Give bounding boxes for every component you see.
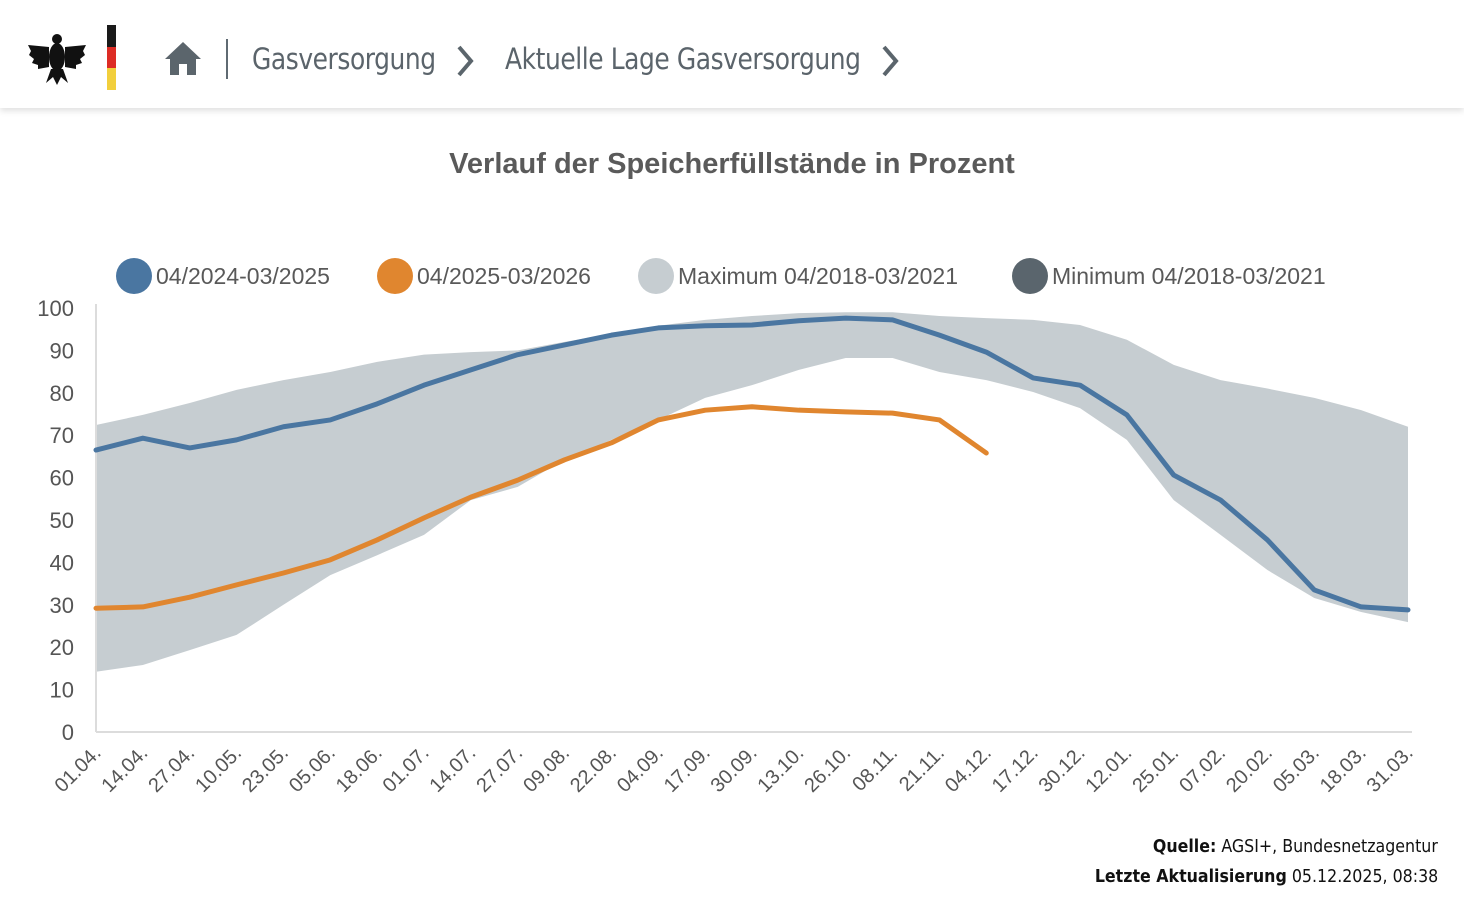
x-tick-label: 05.03. [1269,742,1324,797]
legend-item-maximum[interactable]: Maximum 04/2018-03/2021 [638,258,958,294]
x-tick-label: 21.11. [895,742,949,796]
max-min-range-band [96,312,1408,672]
breadcrumb-gasversorgung[interactable]: Gasversorgung [252,42,436,76]
source-label: Quelle: [1153,836,1217,857]
legend-label: Minimum 04/2018-03/2021 [1052,262,1326,289]
chart-legend: 04/2024-03/2025 04/2025-03/2026 Maximum … [0,258,1464,298]
legend-item-minimum[interactable]: Minimum 04/2018-03/2021 [1012,258,1326,294]
legend-label: 04/2024-03/2025 [156,262,330,289]
chevron-right-icon [457,45,474,77]
legend-marker [638,258,674,294]
breadcrumb-aktuelle-lage[interactable]: Aktuelle Lage Gasversorgung [505,42,861,76]
x-tick-label: 10.05. [191,742,246,797]
legend-marker [116,258,152,294]
source-value: AGSI+, Bundesnetzagentur [1221,836,1438,857]
x-tick-label: 20.02. [1222,742,1277,797]
x-tick-label: 25.01. [1128,742,1183,797]
legend-item-2025-2026[interactable]: 04/2025-03/2026 [377,258,591,294]
site-header: Gasversorgung Aktuelle Lage Gasversorgun… [0,0,1464,108]
x-tick-label: 30.09. [707,742,762,797]
legend-marker [377,258,413,294]
breadcrumb-divider [226,39,228,79]
german-flag-bar [107,25,116,90]
x-tick-label: 18.03. [1316,742,1371,797]
x-tick-label: 26.10. [800,742,855,797]
updated-label: Letzte Aktualisierung [1094,866,1287,887]
y-tick-label: 80 [50,381,74,406]
y-tick-label: 40 [50,550,74,575]
legend-marker [1012,258,1048,294]
series-line-04-2025-03-2026 [93,404,989,611]
x-tick-label: 04.09. [613,742,668,797]
x-tick-label: 17.09. [660,742,715,797]
series-line-04-2024-03-2025 [93,315,1411,613]
x-tick-label: 04.12. [941,742,996,797]
y-tick-label: 20 [50,635,74,660]
x-tick-label: 30.12. [1035,742,1090,797]
x-tick-label: 22.08. [566,742,621,797]
x-tick-label: 14.04. [98,742,153,797]
x-tick-label: 07.02. [1175,742,1230,797]
chevron-right-icon [882,45,899,77]
x-tick-label: 17.12. [988,742,1043,797]
x-tick-label: 09.08. [519,742,574,797]
source-note: Quelle: AGSI+, Bundesnetzagentur [1153,836,1438,857]
y-tick-label: 30 [50,593,74,618]
x-tick-label: 12.01. [1082,742,1137,797]
x-tick-label: 08.11. [848,742,902,796]
y-tick-label: 90 [50,338,74,363]
chart-title: Verlauf der Speicherfüllstände in Prozen… [449,148,1015,180]
y-tick-label: 60 [50,466,74,491]
x-tick-label: 18.06. [332,742,387,797]
y-tick-label: 50 [50,508,74,533]
x-tick-label: 05.06. [285,742,340,797]
updated-value: 05.12.2025, 08:38 [1291,866,1438,887]
legend-item-2024-2025[interactable]: 04/2024-03/2025 [116,258,330,294]
x-tick-label: 27.04. [144,742,199,797]
legend-label: 04/2025-03/2026 [417,262,591,289]
federal-eagle-logo[interactable] [26,27,88,87]
y-tick-label: 0 [62,720,74,745]
x-tick-label: 01.04. [51,742,106,797]
x-tick-label: 23.05. [238,742,293,797]
x-tick-label: 01.07. [379,742,434,797]
last-update-note: Letzte Aktualisierung 05.12.2025, 08:38 [1095,866,1438,887]
x-tick-label: 31.03. [1363,742,1418,797]
y-tick-label: 100 [37,296,74,321]
y-tick-label: 70 [50,423,74,448]
home-icon[interactable] [164,40,202,76]
x-tick-label: 13.10. [754,742,809,797]
storage-level-chart: 0 10 20 30 40 50 60 70 80 90 100 01.04.14.04.27.04.… [37,296,1418,797]
x-tick-label: 27.07. [472,742,527,797]
legend-label: Maximum 04/2018-03/2021 [678,262,958,289]
x-tick-label: 14.07. [426,742,481,797]
y-tick-label: 10 [50,678,74,703]
